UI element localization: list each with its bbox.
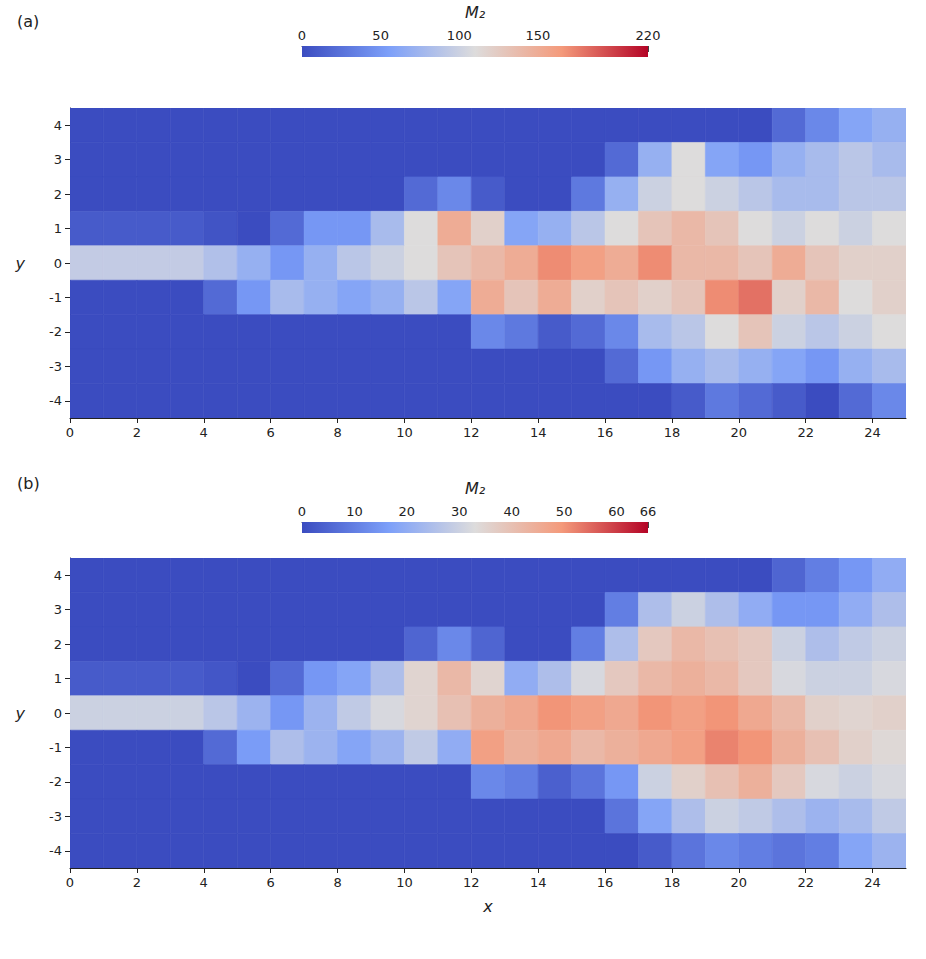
svg-text:-2: -2 bbox=[49, 324, 62, 339]
svg-text:6: 6 bbox=[266, 425, 274, 440]
svg-text:22: 22 bbox=[797, 875, 814, 890]
svg-text:1: 1 bbox=[54, 671, 62, 686]
svg-text:50: 50 bbox=[372, 28, 389, 43]
svg-text:220: 220 bbox=[636, 28, 661, 43]
svg-text:4: 4 bbox=[54, 568, 62, 583]
svg-text:10: 10 bbox=[346, 504, 363, 519]
svg-text:4: 4 bbox=[200, 425, 208, 440]
svg-text:x: x bbox=[482, 897, 493, 916]
svg-text:20: 20 bbox=[731, 875, 748, 890]
svg-text:2: 2 bbox=[133, 425, 141, 440]
svg-text:8: 8 bbox=[333, 425, 341, 440]
svg-text:0: 0 bbox=[298, 504, 306, 519]
svg-text:0: 0 bbox=[54, 256, 62, 271]
svg-text:12: 12 bbox=[463, 425, 480, 440]
svg-text:16: 16 bbox=[597, 425, 614, 440]
svg-text:0: 0 bbox=[54, 706, 62, 721]
svg-text:18: 18 bbox=[664, 875, 681, 890]
svg-text:0: 0 bbox=[298, 28, 306, 43]
svg-text:(a): (a) bbox=[17, 12, 39, 31]
svg-text:2: 2 bbox=[54, 637, 62, 652]
svg-text:30: 30 bbox=[451, 504, 468, 519]
svg-text:60: 60 bbox=[608, 504, 625, 519]
svg-text:8: 8 bbox=[333, 875, 341, 890]
svg-text:6: 6 bbox=[266, 875, 274, 890]
svg-text:y: y bbox=[15, 254, 26, 273]
svg-text:M₂: M₂ bbox=[465, 479, 486, 498]
svg-text:4: 4 bbox=[54, 118, 62, 133]
svg-text:y: y bbox=[15, 704, 26, 723]
svg-text:-4: -4 bbox=[49, 843, 62, 858]
svg-text:40: 40 bbox=[503, 504, 520, 519]
svg-text:0: 0 bbox=[66, 875, 74, 890]
svg-text:3: 3 bbox=[54, 152, 62, 167]
svg-text:18: 18 bbox=[664, 425, 681, 440]
svg-text:1: 1 bbox=[54, 221, 62, 236]
svg-text:0: 0 bbox=[66, 425, 74, 440]
svg-text:-4: -4 bbox=[49, 393, 62, 408]
svg-text:100: 100 bbox=[447, 28, 472, 43]
svg-text:3: 3 bbox=[54, 602, 62, 617]
svg-text:10: 10 bbox=[396, 875, 413, 890]
svg-text:22: 22 bbox=[797, 425, 814, 440]
svg-text:24: 24 bbox=[864, 875, 881, 890]
svg-text:24: 24 bbox=[864, 425, 881, 440]
svg-text:14: 14 bbox=[530, 425, 547, 440]
svg-text:-1: -1 bbox=[49, 290, 62, 305]
svg-text:4: 4 bbox=[200, 875, 208, 890]
svg-text:66: 66 bbox=[640, 504, 657, 519]
svg-text:2: 2 bbox=[133, 875, 141, 890]
svg-text:M₂: M₂ bbox=[465, 3, 486, 22]
svg-text:50: 50 bbox=[556, 504, 573, 519]
svg-text:(b): (b) bbox=[17, 474, 40, 493]
svg-text:-1: -1 bbox=[49, 740, 62, 755]
svg-text:2: 2 bbox=[54, 187, 62, 202]
svg-text:150: 150 bbox=[525, 28, 550, 43]
svg-text:10: 10 bbox=[396, 425, 413, 440]
svg-text:14: 14 bbox=[530, 875, 547, 890]
svg-text:12: 12 bbox=[463, 875, 480, 890]
svg-text:20: 20 bbox=[731, 425, 748, 440]
svg-text:-2: -2 bbox=[49, 774, 62, 789]
svg-text:16: 16 bbox=[597, 875, 614, 890]
svg-text:-3: -3 bbox=[49, 359, 62, 374]
svg-text:20: 20 bbox=[399, 504, 416, 519]
svg-text:-3: -3 bbox=[49, 809, 62, 824]
